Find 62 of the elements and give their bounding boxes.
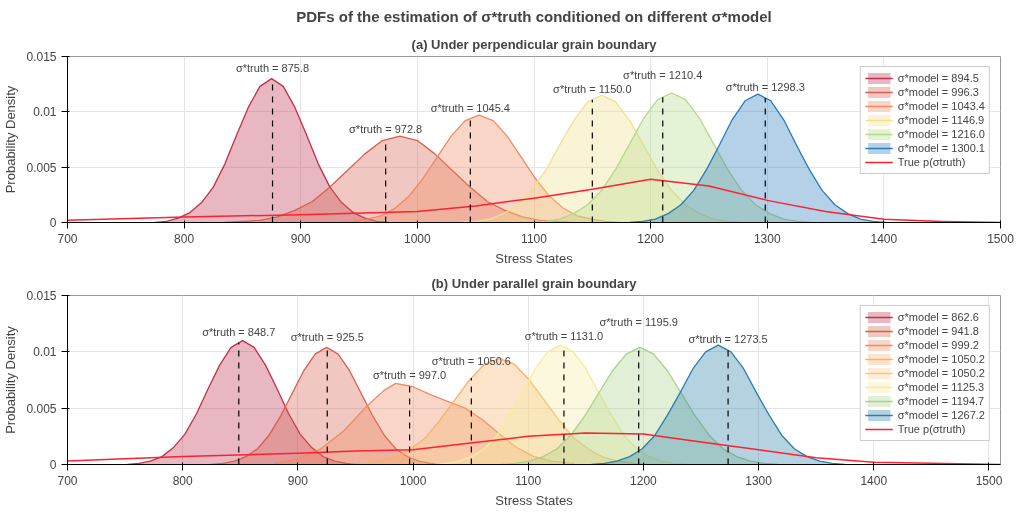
legend-label: σ*model = 1050.2: [897, 366, 985, 380]
legend-label: σ*model = 1125.3: [897, 380, 985, 394]
x-tick-label: 1400: [860, 473, 888, 488]
legend-label: σ*model = 1050.2: [897, 352, 985, 366]
y-tick-label: 0.005: [26, 160, 57, 175]
legend-label: σ*model = 894.5: [897, 71, 979, 85]
x-axis-title: Stress States: [495, 250, 574, 266]
y-axis-title: Probability Density: [3, 325, 19, 434]
y-axis-title: Probability Density: [3, 85, 19, 194]
x-tick-label: 700: [57, 231, 78, 246]
x-tick-label: 900: [290, 231, 312, 246]
x-tick-label: 1200: [637, 231, 665, 246]
x-tick-label: 800: [172, 473, 194, 488]
ref-line-label: σ*truth = 972.8: [349, 122, 423, 135]
legend-label: σ*model = 1300.1: [897, 141, 985, 155]
x-tick-label: 1000: [399, 473, 427, 488]
ref-line-label: σ*truth = 848.7: [202, 325, 276, 338]
y-tick-label: 0: [49, 458, 57, 472]
x-axis-title: Stress States: [495, 492, 574, 508]
chart-subtitle: (a) Under perpendicular grain boundary: [411, 36, 658, 52]
x-tick-label: 900: [287, 473, 309, 488]
ref-line-label: σ*truth = 1045.4: [430, 101, 510, 114]
chart-title: (b) Under parallel grain boundary: [431, 275, 638, 291]
x-tick-label: 1200: [630, 473, 658, 488]
legend-label: σ*model = 862.6: [897, 310, 979, 324]
x-tick-label: 800: [174, 231, 195, 246]
x-tick-label: 1300: [753, 231, 781, 246]
legend-label: σ*model = 999.2: [897, 338, 979, 352]
x-tick-label: 1500: [987, 231, 1015, 246]
x-tick-label: 1100: [521, 231, 548, 246]
legend-label: σ*model = 1146.9: [897, 113, 985, 127]
ref-line-label: σ*truth = 1195.9: [599, 316, 678, 329]
x-tick-label: 1300: [745, 473, 773, 488]
ref-line-label: σ*truth = 1131.0: [524, 329, 604, 342]
legend-label: True p(σtruth): [897, 155, 966, 169]
legend-label: True p(σtruth): [897, 422, 966, 436]
legend-label: σ*model = 1194.7: [897, 394, 985, 408]
x-tick-label: 1400: [870, 231, 898, 246]
legend-label: σ*model = 996.3: [897, 85, 979, 99]
ref-line-label: σ*truth = 925.5: [290, 330, 364, 343]
x-tick-label: 1100: [515, 473, 542, 488]
legend-label: σ*model = 1267.2: [897, 408, 985, 422]
y-tick-label: 0.01: [33, 105, 57, 120]
ref-line-label: σ*truth = 1150.0: [553, 82, 632, 95]
y-tick-label: 0.01: [33, 345, 57, 360]
x-tick-label: 1500: [975, 473, 1003, 488]
y-tick-label: 0.015: [26, 289, 57, 303]
x-tick-label: 700: [57, 473, 78, 488]
ref-line-label: σ*truth = 875.8: [235, 62, 310, 75]
x-tick-label: 1000: [404, 231, 432, 246]
ref-line-label: σ*truth = 1298.3: [725, 80, 805, 93]
ref-line-label: σ*truth = 1210.4: [623, 69, 703, 82]
ref-line-label: σ*truth = 1273.5: [688, 333, 768, 346]
y-tick-label: 0: [49, 216, 57, 230]
ref-line-label: σ*truth = 997.0: [373, 369, 447, 382]
legend-label: σ*model = 941.8: [897, 324, 979, 338]
legend-label: σ*model = 1043.4: [897, 99, 985, 113]
y-tick-label: 0.015: [26, 50, 57, 64]
legend-label: σ*model = 1216.0: [897, 127, 985, 141]
y-tick-label: 0.005: [26, 401, 57, 416]
chart-title: PDFs of the estimation of σ*truth conditioned on different σ*model: [296, 7, 772, 25]
ref-line-label: σ*truth = 1050.6: [431, 355, 511, 368]
